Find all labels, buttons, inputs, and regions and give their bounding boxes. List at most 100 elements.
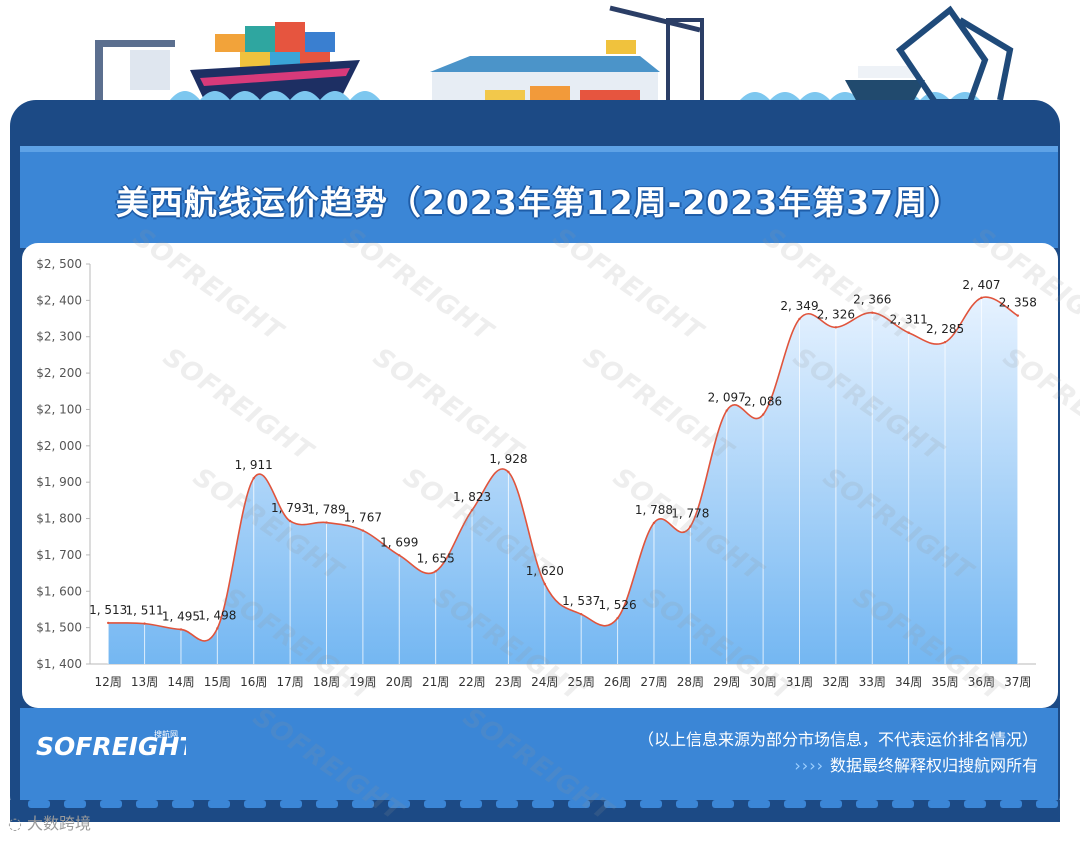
edge-tooth — [460, 800, 482, 808]
x-tick-label: 32周 — [822, 675, 849, 689]
data-label: 2, 358 — [999, 296, 1037, 310]
x-tick-label: 30周 — [749, 675, 776, 689]
edge-tooth — [856, 800, 878, 808]
series-area — [108, 297, 1018, 664]
x-tick-label: 24周 — [531, 675, 558, 689]
edge-tooth — [784, 800, 806, 808]
y-tick-label: $2, 200 — [36, 366, 82, 380]
chart-card: $1, 400 $1, 500 $1, 600 $1, 700 $1, 800 $1, 9… — [22, 243, 1058, 708]
data-point — [398, 554, 401, 557]
disclaimer-text: （以上信息来源为部分市场信息，不代表运价排名情况） — [637, 730, 1038, 749]
rights-text: ›››› 数据最终解释权归搜航网所有 — [794, 752, 1038, 776]
y-tick-label: $1, 700 — [36, 548, 82, 562]
edge-tooth — [1000, 800, 1022, 808]
data-point — [579, 612, 583, 616]
data-label: 1, 778 — [671, 507, 709, 521]
data-point — [216, 627, 219, 630]
data-label: 1, 655 — [417, 551, 455, 565]
logo-subtext: 搜航网 — [154, 729, 178, 739]
x-tick-label: 35周 — [931, 675, 958, 689]
data-point — [689, 525, 692, 528]
data-label: 1, 511 — [125, 604, 163, 618]
data-label: 1, 498 — [198, 608, 236, 622]
edge-tooth — [712, 800, 734, 808]
y-tick-label: $1, 500 — [36, 621, 82, 635]
edge-tooth — [244, 800, 266, 808]
y-tick-label: $2, 100 — [36, 402, 82, 416]
edge-tooth — [280, 800, 302, 808]
data-point — [871, 311, 874, 314]
x-tick-label: 34周 — [895, 675, 922, 689]
source-logo-icon: ◌ — [8, 814, 28, 833]
x-tick-label: 22周 — [458, 675, 485, 689]
data-point — [507, 470, 510, 474]
data-label: 1, 911 — [235, 458, 273, 472]
data-point — [834, 326, 838, 329]
y-tick-label: $1, 400 — [36, 657, 82, 671]
edge-tooth — [676, 800, 698, 808]
data-point — [907, 331, 910, 334]
y-tick-label: $2, 000 — [36, 439, 82, 453]
data-point — [325, 521, 328, 524]
edge-tooth — [1036, 800, 1058, 808]
x-tick-label: 25周 — [568, 675, 595, 689]
edge-tooth — [28, 800, 50, 808]
data-point — [106, 621, 110, 625]
y-tick-label: $1, 800 — [36, 512, 82, 526]
data-point — [980, 296, 983, 300]
data-point — [252, 476, 255, 480]
x-tick-label: 28周 — [677, 675, 704, 689]
footer-band — [20, 708, 1058, 802]
data-point — [761, 413, 765, 416]
data-label: 2, 407 — [962, 278, 1000, 292]
title-band — [20, 146, 1058, 248]
data-label: 1, 495 — [162, 609, 200, 623]
chart-title: 美西航线运价趋势（2023年第12周-2023年第37周） — [115, 183, 963, 222]
x-tick-label: 13周 — [131, 675, 158, 689]
data-point — [652, 521, 656, 525]
y-tick-label: $1, 900 — [36, 475, 82, 489]
x-tick-label: 36周 — [968, 675, 995, 689]
x-tick-label: 27周 — [640, 675, 667, 689]
x-tick-label: 33周 — [859, 675, 886, 689]
edge-tooth — [100, 800, 122, 808]
data-label: 2, 311 — [890, 313, 928, 327]
data-label: 2, 349 — [780, 299, 818, 313]
gantry-crane-illustration — [606, 5, 704, 104]
data-point — [179, 628, 183, 631]
dock-crane-illustration — [895, 5, 1014, 105]
rights-label: 数据最终解释权归搜航网所有 — [829, 756, 1038, 775]
edge-tooth — [748, 800, 770, 808]
data-label: 2, 086 — [744, 395, 782, 409]
data-label: 1, 793 — [271, 501, 309, 515]
edge-tooth — [604, 800, 626, 808]
data-label: 1, 513 — [89, 603, 127, 617]
edge-tooth — [640, 800, 662, 808]
data-point — [543, 582, 547, 586]
edge-tooth — [64, 800, 86, 808]
x-tick-label: 19周 — [349, 675, 376, 689]
data-point — [288, 519, 292, 523]
data-label: 1, 928 — [489, 452, 527, 466]
logo-text: SOFREIGHT — [36, 732, 186, 761]
data-label: 2, 097 — [708, 391, 746, 405]
x-tick-label: 18周 — [313, 675, 340, 689]
x-tick-label: 21周 — [422, 675, 449, 689]
data-point — [434, 570, 437, 573]
cruise-ship-illustration — [845, 66, 925, 104]
x-tick-label: 20周 — [386, 675, 413, 689]
data-label: 1, 537 — [562, 594, 600, 608]
arrows-icon: ›››› — [794, 756, 824, 775]
sofreight-logo: SOFREIGHT 搜航网 — [36, 729, 186, 761]
x-tick-label: 12周 — [95, 675, 122, 689]
edge-tooth — [208, 800, 230, 808]
x-tick-label: 29周 — [713, 675, 740, 689]
source-watermark: ◌ 大数跨境 — [8, 810, 91, 834]
x-tick-label: 26周 — [604, 675, 631, 689]
y-tick-label: $2, 400 — [36, 293, 82, 307]
data-label: 1, 699 — [380, 535, 418, 549]
crane-illustration — [95, 40, 175, 100]
data-label: 1, 526 — [598, 598, 636, 612]
x-tick-label: 15周 — [204, 675, 231, 689]
edge-tooth — [352, 800, 374, 808]
